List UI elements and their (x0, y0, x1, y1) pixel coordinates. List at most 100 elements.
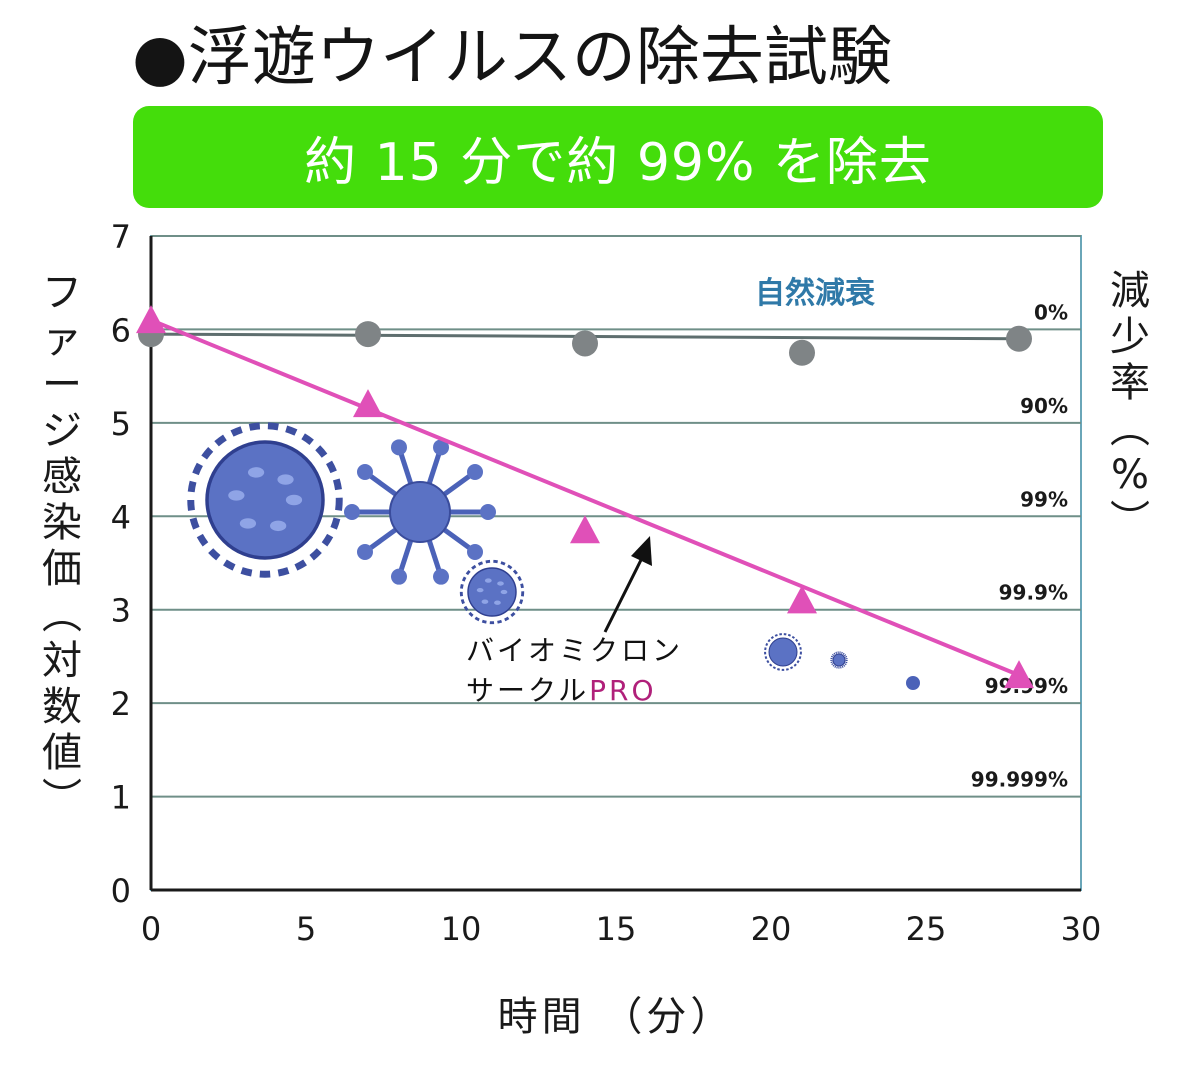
x-tick-label: 20 (751, 910, 792, 948)
product-annotation: バイオミクロン サークルPRO (466, 536, 683, 707)
natural-decay-point (1006, 325, 1032, 352)
virus-spot (270, 520, 287, 532)
annotation-arrow-line (603, 553, 646, 633)
series-product (136, 305, 1034, 689)
natural-decay-label: 自然減衰 (755, 276, 875, 311)
annotation-arrow-head (631, 536, 652, 566)
virus-icon (344, 439, 496, 585)
reduction-rate-label: 99% (1020, 487, 1068, 511)
virus-outline (830, 651, 848, 669)
y-tick-label: 6 (111, 311, 131, 349)
virus-stalk-tip (356, 543, 373, 560)
plot-area (150, 235, 1082, 891)
virus-outline (187, 422, 343, 578)
y-tick-label: 7 (111, 218, 131, 256)
product-trend-line (150, 318, 1020, 677)
natural-decay-point (355, 321, 381, 348)
y-tick-label: 0 (111, 872, 131, 910)
x-tick-label: 10 (441, 910, 482, 948)
virus-spot (277, 474, 294, 485)
virus-spot (247, 467, 265, 478)
axis-title-char: 対 (42, 638, 82, 684)
axis-title-char: 数 (42, 684, 82, 730)
virus-spot (228, 490, 245, 501)
reduction-rate-label: 0% (1034, 300, 1068, 324)
virus-spot (476, 587, 484, 593)
product-point (353, 389, 383, 418)
virus-spot (285, 494, 303, 506)
axis-title-char: フ (42, 270, 82, 316)
y-tick-label: 2 (111, 685, 131, 723)
x-tick-label: 5 (296, 910, 316, 948)
virus-icon (187, 422, 343, 578)
virus-dot-icon (906, 676, 920, 690)
virus-stalk-tip (467, 464, 484, 481)
annotation-pro-text: PRO (589, 674, 656, 707)
virus-stalk-tip (480, 504, 496, 520)
virus-stalk-tip (433, 439, 450, 456)
virus-body (467, 567, 517, 617)
virus-body (205, 440, 325, 560)
virus-spot (239, 518, 257, 529)
virus-outline (459, 559, 525, 625)
natural-decay-point (789, 339, 815, 366)
x-axis-title: 時間 （分） (498, 994, 735, 1040)
reduction-rate-label: 90% (1020, 394, 1068, 418)
axis-title-char: % (1110, 452, 1149, 498)
headline-text: 約 15 分で約 99% を除去 (304, 132, 932, 193)
axis-title-char: 率 (1110, 360, 1150, 406)
x-tick-labels: 0 5 10 15 20 25 30 (141, 910, 1102, 948)
virus-spot (494, 600, 501, 605)
virus-stalk-tip (433, 568, 450, 585)
virus-spot (484, 578, 492, 583)
annotation-line-1: バイオミクロン (466, 634, 683, 667)
annotation-line-2-text: サークル (466, 674, 589, 707)
axis-title-char: ︵ (1110, 406, 1150, 452)
natural-decay-point (572, 330, 598, 357)
virus-spot (481, 599, 489, 604)
virus-stalk-tip (390, 439, 407, 456)
axis-title-char: 減 (1110, 268, 1150, 314)
axis-title-char: 少 (1110, 314, 1150, 360)
product-point (787, 585, 817, 614)
product-point (1004, 660, 1034, 689)
virus-icon (459, 559, 525, 625)
virus-body (768, 637, 798, 667)
virus-body (832, 653, 846, 667)
y-tick-label: 4 (111, 498, 131, 536)
axis-title-char: ︶ (1110, 498, 1150, 544)
axis-title-char: ︶ (42, 776, 82, 822)
y-axis-title: ファージ感染価 ︵ 対数値 ︶ (34, 270, 90, 822)
x-tick-label: 30 (1061, 910, 1102, 948)
virus-body (389, 481, 451, 543)
axis-title-char: 感 (42, 454, 82, 500)
virus-spot (497, 581, 504, 586)
axis-title-char: ︵ (42, 592, 82, 638)
x-tick-label: 25 (906, 910, 947, 948)
page-title: ●浮遊ウイルスの除去試験 (132, 21, 892, 95)
reduction-rate-label: 99.999% (971, 768, 1068, 792)
product-point (570, 515, 600, 544)
x-tick-label: 15 (596, 910, 637, 948)
y2-axis-title: 減少率 ︵% ︶ (1102, 268, 1158, 544)
axis-title-char: ジ (42, 408, 82, 454)
y-tick-label: 1 (111, 779, 131, 817)
axis-title-char: 染 (42, 500, 82, 546)
axis-title-char: 価 (42, 546, 82, 592)
virus-icon (830, 651, 848, 669)
product-point (136, 305, 166, 334)
annotation-line-2: サークルPRO (466, 674, 657, 707)
y-tick-label: 5 (111, 405, 131, 443)
axis-title-char: ー (42, 362, 82, 408)
virus-stalk-tip (390, 568, 407, 585)
y-tick-labels: 0 1 2 3 4 5 6 7 (111, 218, 131, 910)
virus-spot (500, 589, 508, 595)
virus-icon (764, 633, 802, 671)
headline-banner: 約 15 分で約 99% を除去 (133, 106, 1103, 208)
y-tick-label: 3 (111, 592, 131, 630)
virus-outline (764, 633, 802, 671)
virus-stalk-tip (344, 504, 360, 520)
x-tick-label: 0 (141, 910, 161, 948)
